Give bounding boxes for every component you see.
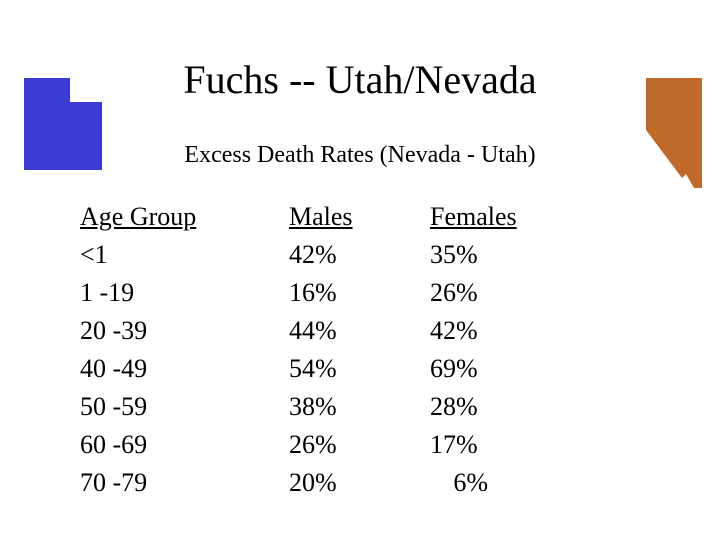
cell-age: 60 -69 (80, 426, 280, 464)
cell-age: 70 -79 (80, 464, 280, 502)
cell-males: 42% (289, 236, 429, 274)
column-females: Females 35% 26% 42% 69% 28% 17% 6% (430, 198, 590, 502)
cell-age: <1 (80, 236, 280, 274)
column-males: Males 42% 16% 44% 54% 38% 26% 20% (289, 198, 429, 502)
header-females: Females (430, 198, 590, 236)
cell-females: 42% (430, 312, 590, 350)
cell-males: 44% (289, 312, 429, 350)
header-age-group: Age Group (80, 198, 280, 236)
cell-males: 38% (289, 388, 429, 426)
cell-males: 20% (289, 464, 429, 502)
cell-age: 1 -19 (80, 274, 280, 312)
column-age-group: Age Group <1 1 -19 20 -39 40 -49 50 -59 … (80, 198, 280, 502)
slide-title: Fuchs -- Utah/Nevada (0, 56, 720, 103)
cell-females: 26% (430, 274, 590, 312)
cell-males: 26% (289, 426, 429, 464)
cell-males: 54% (289, 350, 429, 388)
cell-females: 35% (430, 236, 590, 274)
cell-females: 17% (430, 426, 590, 464)
cell-age: 20 -39 (80, 312, 280, 350)
cell-males: 16% (289, 274, 429, 312)
cell-age: 40 -49 (80, 350, 280, 388)
header-males: Males (289, 198, 429, 236)
cell-females: 69% (430, 350, 590, 388)
slide-subtitle: Excess Death Rates (Nevada - Utah) (0, 142, 720, 169)
cell-females: 6% (430, 464, 590, 502)
cell-females: 28% (430, 388, 590, 426)
cell-age: 50 -59 (80, 388, 280, 426)
